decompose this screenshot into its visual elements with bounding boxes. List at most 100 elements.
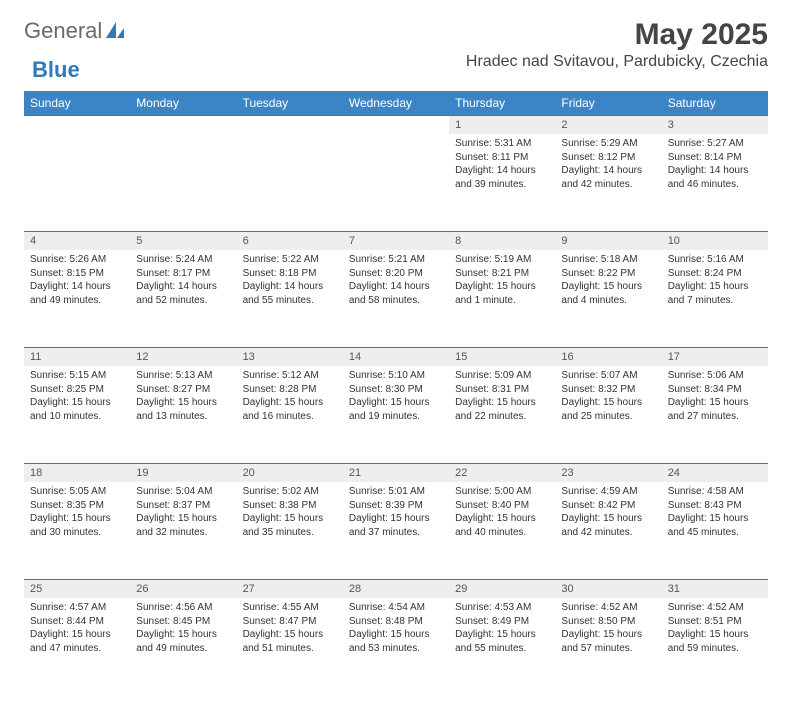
day-number-cell: 29 xyxy=(449,580,555,599)
logo: General xyxy=(24,18,128,44)
day-content-cell: Sunrise: 5:22 AMSunset: 8:18 PMDaylight:… xyxy=(237,250,343,348)
sunset-line: Sunset: 8:11 PM xyxy=(455,151,549,165)
day-number-cell: 12 xyxy=(130,348,236,367)
day-number-row: 123 xyxy=(24,116,768,135)
sunset-line: Sunset: 8:48 PM xyxy=(349,615,443,629)
day-number-cell xyxy=(237,116,343,135)
daylight-line: Daylight: 14 hours and 39 minutes. xyxy=(455,164,549,191)
sunset-line: Sunset: 8:45 PM xyxy=(136,615,230,629)
day-content-cell xyxy=(343,134,449,232)
day-number-cell: 31 xyxy=(662,580,768,599)
page-title: May 2025 xyxy=(466,18,768,51)
day-number-cell: 24 xyxy=(662,464,768,483)
sunrise-line: Sunrise: 5:16 AM xyxy=(668,253,762,267)
sunrise-line: Sunrise: 4:56 AM xyxy=(136,601,230,615)
sunset-line: Sunset: 8:31 PM xyxy=(455,383,549,397)
daylight-line: Daylight: 15 hours and 55 minutes. xyxy=(455,628,549,655)
day-number-cell: 9 xyxy=(555,232,661,251)
day-number-cell: 2 xyxy=(555,116,661,135)
day-number-cell: 5 xyxy=(130,232,236,251)
sunrise-line: Sunrise: 5:27 AM xyxy=(668,137,762,151)
day-content-cell: Sunrise: 5:13 AMSunset: 8:27 PMDaylight:… xyxy=(130,366,236,464)
day-content-row: Sunrise: 5:26 AMSunset: 8:15 PMDaylight:… xyxy=(24,250,768,348)
logo-text-blue: Blue xyxy=(32,57,80,82)
day-number-cell xyxy=(343,116,449,135)
sunrise-line: Sunrise: 5:26 AM xyxy=(30,253,124,267)
day-content-cell: Sunrise: 5:24 AMSunset: 8:17 PMDaylight:… xyxy=(130,250,236,348)
sunrise-line: Sunrise: 5:22 AM xyxy=(243,253,337,267)
sunrise-line: Sunrise: 4:54 AM xyxy=(349,601,443,615)
day-content-cell: Sunrise: 5:26 AMSunset: 8:15 PMDaylight:… xyxy=(24,250,130,348)
day-number-cell: 7 xyxy=(343,232,449,251)
sunset-line: Sunset: 8:35 PM xyxy=(30,499,124,513)
day-content-cell: Sunrise: 4:56 AMSunset: 8:45 PMDaylight:… xyxy=(130,598,236,695)
daylight-line: Daylight: 15 hours and 10 minutes. xyxy=(30,396,124,423)
daylight-line: Daylight: 15 hours and 59 minutes. xyxy=(668,628,762,655)
day-content-cell: Sunrise: 4:52 AMSunset: 8:51 PMDaylight:… xyxy=(662,598,768,695)
sunset-line: Sunset: 8:38 PM xyxy=(243,499,337,513)
day-content-cell: Sunrise: 4:54 AMSunset: 8:48 PMDaylight:… xyxy=(343,598,449,695)
daylight-line: Daylight: 15 hours and 30 minutes. xyxy=(30,512,124,539)
day-content-cell: Sunrise: 5:07 AMSunset: 8:32 PMDaylight:… xyxy=(555,366,661,464)
daylight-line: Daylight: 15 hours and 49 minutes. xyxy=(136,628,230,655)
day-content-cell xyxy=(130,134,236,232)
day-content-cell: Sunrise: 4:57 AMSunset: 8:44 PMDaylight:… xyxy=(24,598,130,695)
sunset-line: Sunset: 8:37 PM xyxy=(136,499,230,513)
daylight-line: Daylight: 15 hours and 45 minutes. xyxy=(668,512,762,539)
sunset-line: Sunset: 8:22 PM xyxy=(561,267,655,281)
day-content-row: Sunrise: 5:05 AMSunset: 8:35 PMDaylight:… xyxy=(24,482,768,580)
day-number-cell: 22 xyxy=(449,464,555,483)
day-number-cell: 30 xyxy=(555,580,661,599)
daylight-line: Daylight: 14 hours and 55 minutes. xyxy=(243,280,337,307)
title-block: May 2025 Hradec nad Svitavou, Pardubicky… xyxy=(466,18,768,71)
day-number-cell: 10 xyxy=(662,232,768,251)
day-number-cell: 8 xyxy=(449,232,555,251)
day-content-cell: Sunrise: 5:06 AMSunset: 8:34 PMDaylight:… xyxy=(662,366,768,464)
daylight-line: Daylight: 15 hours and 1 minute. xyxy=(455,280,549,307)
day-content-cell xyxy=(237,134,343,232)
day-number-cell: 13 xyxy=(237,348,343,367)
day-content-cell: Sunrise: 4:59 AMSunset: 8:42 PMDaylight:… xyxy=(555,482,661,580)
day-number-cell xyxy=(24,116,130,135)
day-number-cell: 17 xyxy=(662,348,768,367)
day-number-cell: 27 xyxy=(237,580,343,599)
daylight-line: Daylight: 15 hours and 35 minutes. xyxy=(243,512,337,539)
sunrise-line: Sunrise: 5:02 AM xyxy=(243,485,337,499)
day-content-cell: Sunrise: 4:55 AMSunset: 8:47 PMDaylight:… xyxy=(237,598,343,695)
sunset-line: Sunset: 8:12 PM xyxy=(561,151,655,165)
day-number-cell: 21 xyxy=(343,464,449,483)
day-number-cell: 15 xyxy=(449,348,555,367)
day-number-cell: 3 xyxy=(662,116,768,135)
sunrise-line: Sunrise: 5:29 AM xyxy=(561,137,655,151)
sunrise-line: Sunrise: 5:19 AM xyxy=(455,253,549,267)
weekday-header: Sunday xyxy=(24,91,130,116)
sunset-line: Sunset: 8:51 PM xyxy=(668,615,762,629)
weekday-header: Monday xyxy=(130,91,236,116)
sunrise-line: Sunrise: 5:31 AM xyxy=(455,137,549,151)
weekday-header: Tuesday xyxy=(237,91,343,116)
daylight-line: Daylight: 15 hours and 13 minutes. xyxy=(136,396,230,423)
day-content-cell: Sunrise: 4:58 AMSunset: 8:43 PMDaylight:… xyxy=(662,482,768,580)
sunset-line: Sunset: 8:21 PM xyxy=(455,267,549,281)
daylight-line: Daylight: 15 hours and 40 minutes. xyxy=(455,512,549,539)
day-content-cell: Sunrise: 5:19 AMSunset: 8:21 PMDaylight:… xyxy=(449,250,555,348)
sunrise-line: Sunrise: 5:00 AM xyxy=(455,485,549,499)
sunset-line: Sunset: 8:27 PM xyxy=(136,383,230,397)
sunrise-line: Sunrise: 5:21 AM xyxy=(349,253,443,267)
sunrise-line: Sunrise: 4:52 AM xyxy=(668,601,762,615)
sunset-line: Sunset: 8:40 PM xyxy=(455,499,549,513)
sunset-line: Sunset: 8:24 PM xyxy=(668,267,762,281)
sunset-line: Sunset: 8:14 PM xyxy=(668,151,762,165)
sunrise-line: Sunrise: 5:15 AM xyxy=(30,369,124,383)
day-content-cell: Sunrise: 5:15 AMSunset: 8:25 PMDaylight:… xyxy=(24,366,130,464)
day-content-row: Sunrise: 5:31 AMSunset: 8:11 PMDaylight:… xyxy=(24,134,768,232)
sunrise-line: Sunrise: 5:18 AM xyxy=(561,253,655,267)
calendar-body: 123Sunrise: 5:31 AMSunset: 8:11 PMDaylig… xyxy=(24,116,768,696)
weekday-header: Friday xyxy=(555,91,661,116)
day-content-cell: Sunrise: 4:52 AMSunset: 8:50 PMDaylight:… xyxy=(555,598,661,695)
day-content-cell: Sunrise: 5:09 AMSunset: 8:31 PMDaylight:… xyxy=(449,366,555,464)
sunset-line: Sunset: 8:18 PM xyxy=(243,267,337,281)
day-number-row: 18192021222324 xyxy=(24,464,768,483)
logo-sail-icon xyxy=(104,20,126,42)
weekday-header: Saturday xyxy=(662,91,768,116)
